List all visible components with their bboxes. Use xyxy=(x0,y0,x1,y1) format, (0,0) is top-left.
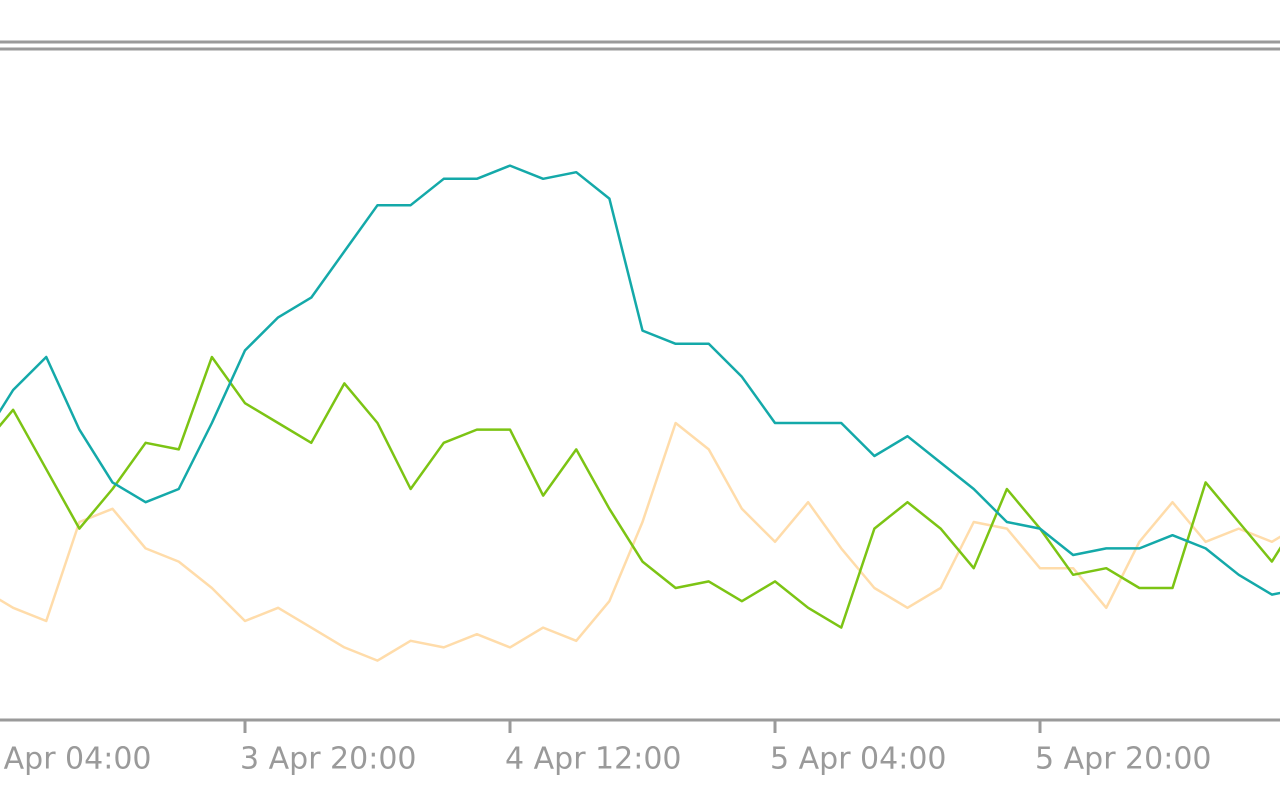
series-line xyxy=(0,421,1280,662)
x-tick-label: 5 Apr 20:00 xyxy=(1035,742,1212,777)
x-axis: 3 Apr 04:00 3 Apr 20:00 4 Apr 12:00 5 Apr 0… xyxy=(0,720,1212,777)
series-line xyxy=(0,355,1280,629)
x-tick-label: 5 Apr 04:00 xyxy=(770,742,947,777)
x-tick-label: 3 Apr 04:00 xyxy=(0,742,152,777)
series-line xyxy=(0,164,1280,596)
plot-area xyxy=(0,164,1280,662)
x-tick-label: 4 Apr 12:00 xyxy=(505,742,682,777)
x-tick-label: 3 Apr 20:00 xyxy=(240,742,417,777)
